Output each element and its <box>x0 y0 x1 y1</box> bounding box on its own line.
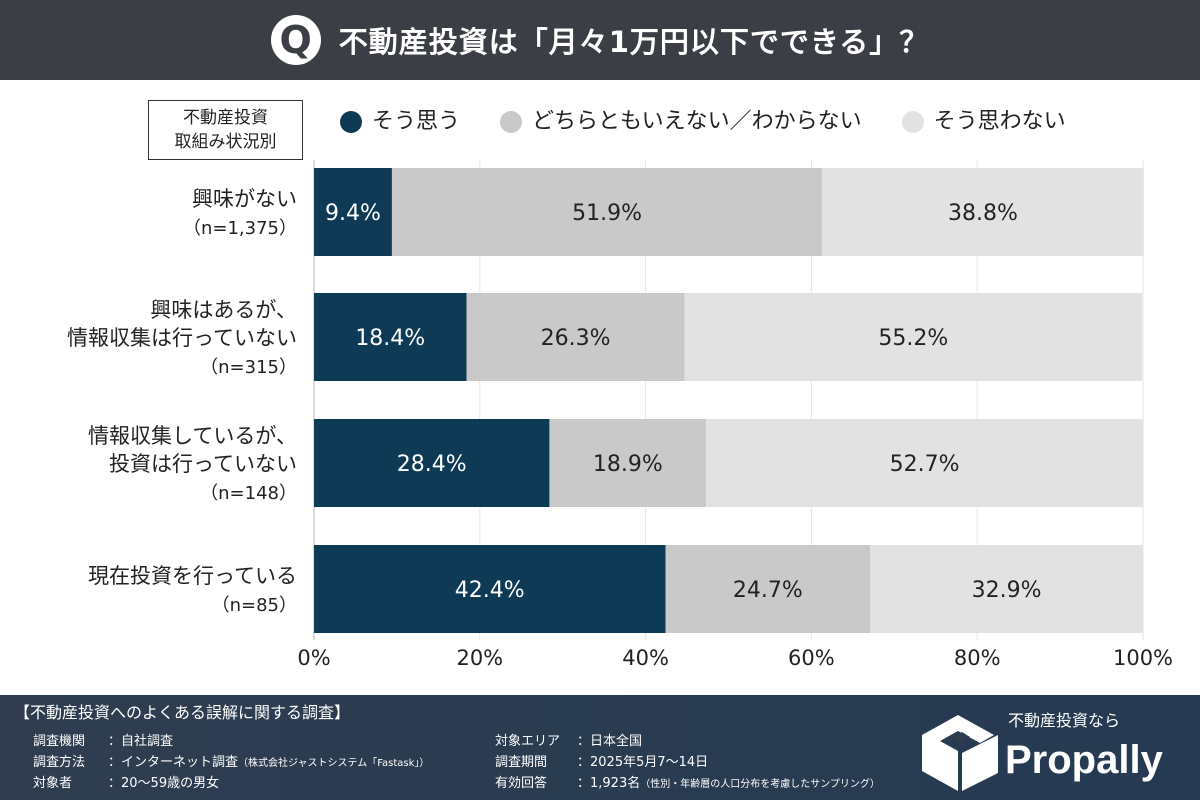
chart-title: 不動産投資は「月々1万円以下でできる」？ <box>338 25 930 59</box>
q-mark: Q <box>270 15 321 65</box>
survey-info-value: ：自社調査 <box>108 734 174 749</box>
x-tick-label: 0% <box>297 646 330 670</box>
legend: そう思う どちらともいえない／わからない そう思わない <box>340 108 1066 136</box>
data-label: 38.8% <box>948 201 1018 226</box>
survey-info-row: 対象エリア ：日本全国 <box>495 733 642 750</box>
category-n-label: （n=315） <box>200 357 297 378</box>
logo-tagline: 不動産投資なら <box>1008 711 1121 730</box>
x-tick-label: 20% <box>456 646 503 670</box>
category-header-line: 不動産投資 <box>183 108 268 128</box>
bar-segment <box>314 419 550 507</box>
category-label: 情報収集しているが、 <box>88 424 297 448</box>
category-header-line: 取組み状況別 <box>174 132 277 152</box>
legend-swatch <box>901 111 924 133</box>
survey-info-key: 調査機関 <box>33 734 86 749</box>
bar-segment <box>665 545 871 633</box>
bar-segment <box>314 168 392 256</box>
survey-info-row: 調査期間 ：2025年5月7～14日 <box>495 754 708 771</box>
survey-info-value: ：2025年5月7～14日 <box>577 755 709 770</box>
category-label: 現在投資を行っている <box>88 564 297 588</box>
bar-segment <box>314 545 666 633</box>
footer: 【不動産投資へのよくある誤解に関する調査】 調査機関 ：自社調査調査方法 ：インター… <box>0 695 1200 800</box>
stacked-bar-chart: 0% 20% 40% 60% 80% 100% 興味がない （n=1,375） 9.4% 51.9… <box>67 160 1173 670</box>
legend-label: どちらともいえない／わからない <box>532 109 862 134</box>
survey-info-note: （性別・年齢層の人口分布を考慮したサンプリング） <box>640 779 880 790</box>
survey-info-value: ：20～59歳の男女 <box>108 776 220 791</box>
title-bar: Q 不動産投資は「月々1万円以下でできる」？ <box>0 0 1200 80</box>
survey-info-row: 調査方法 ：インターネット調査（株式会社ジャストシステム「Fastask」） <box>33 754 429 771</box>
category-label: 投資は行っていない <box>109 452 297 476</box>
survey-info-value: ：1,923名 <box>577 776 641 791</box>
survey-info-row: 有効回答 ：1,923名（性別・年齢層の人口分布を考慮したサンプリング） <box>495 775 880 792</box>
survey-info-note: （株式会社ジャストシステム「Fastask」） <box>238 758 430 769</box>
survey-info-key: 対象エリア <box>495 734 561 749</box>
category-n-label: （n=85） <box>212 595 297 616</box>
x-tick-label: 40% <box>622 646 669 670</box>
data-label: 18.9% <box>593 452 663 477</box>
category-label: 興味はあるが、 <box>150 298 297 322</box>
category-n-label: （n=1,375） <box>183 218 297 239</box>
legend-label: そう思わない <box>933 109 1066 134</box>
bar-segment <box>549 419 707 507</box>
data-label: 32.9% <box>972 578 1042 603</box>
legend-item: そう思う <box>340 108 460 136</box>
data-label: 18.4% <box>355 326 425 351</box>
x-tick-label: 100% <box>1113 646 1173 670</box>
survey-info-row: 調査機関 ：自社調査 <box>33 733 173 750</box>
legend-item: そう思わない <box>901 108 1066 136</box>
survey-info-key: 対象者 <box>33 776 73 791</box>
category-label: 興味がない <box>192 187 297 211</box>
survey-title: 【不動産投資へのよくある誤解に関する調査】 <box>14 703 351 722</box>
legend-item: どちらともいえない／わからない <box>500 108 862 136</box>
data-label: 52.7% <box>890 452 960 477</box>
data-label: 26.3% <box>541 326 611 351</box>
bar-segment <box>391 168 823 256</box>
survey-info-key: 調査期間 <box>495 755 548 770</box>
survey-info-key: 調査方法 <box>33 755 86 770</box>
category-n-label: （n=148） <box>200 483 297 504</box>
bar-segment <box>466 293 685 381</box>
category-label: 情報収集は行っていない <box>67 326 297 350</box>
data-label: 28.4% <box>397 452 467 477</box>
data-label: 55.2% <box>878 326 948 351</box>
propally-logo-icon <box>922 715 998 791</box>
legend-swatch <box>340 111 362 133</box>
survey-info-key: 有効回答 <box>495 776 548 791</box>
data-label: 24.7% <box>733 578 803 603</box>
data-label: 9.4% <box>325 201 381 226</box>
data-label: 42.4% <box>455 578 525 603</box>
bar-segment <box>822 168 1144 256</box>
survey-info-row: 対象者 ：20～59歳の男女 <box>33 775 219 792</box>
data-label: 51.9% <box>572 201 642 226</box>
survey-info-value: ：インターネット調査 <box>108 755 239 770</box>
legend-swatch <box>500 111 523 133</box>
survey-info-value: ：日本全国 <box>577 734 643 749</box>
x-tick-label: 80% <box>954 646 1001 670</box>
bar-segment <box>314 293 467 381</box>
x-tick-label: 60% <box>788 646 835 670</box>
category-header: 不動産投資 取組み状況別 <box>148 100 303 160</box>
bar-segment <box>684 293 1143 381</box>
bar-segment <box>706 419 1143 507</box>
logo-name: Propally <box>1005 738 1163 782</box>
legend-label: そう思う <box>372 109 461 134</box>
bar-segment <box>870 545 1143 633</box>
